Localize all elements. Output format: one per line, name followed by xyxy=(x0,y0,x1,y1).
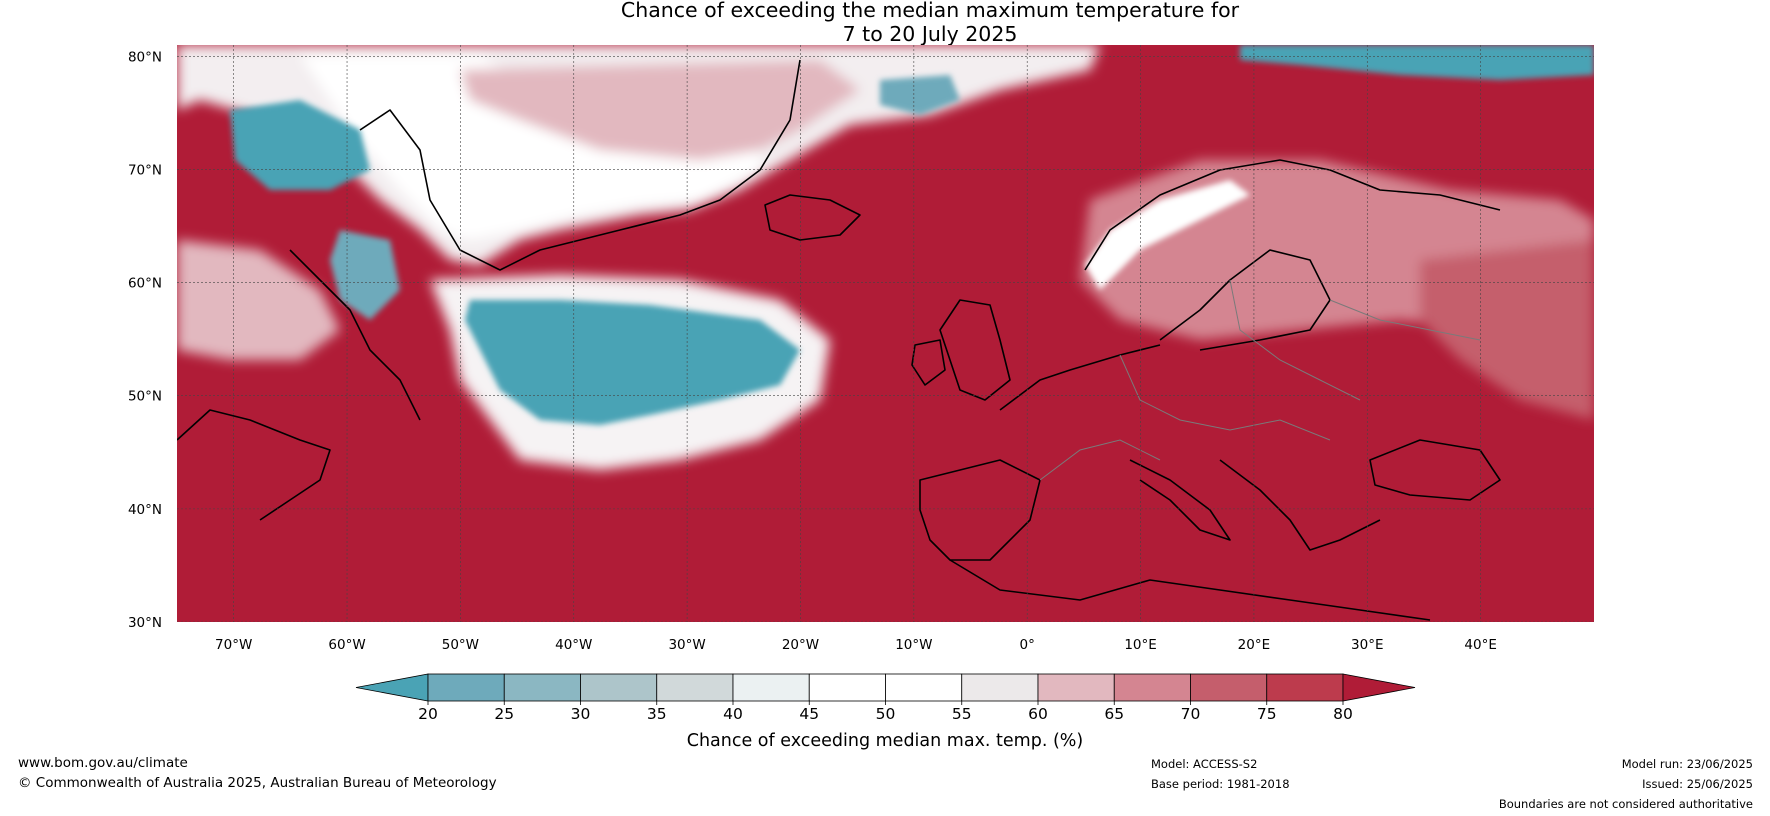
lon-tick-label: 40°W xyxy=(555,637,592,653)
coastline-britain xyxy=(939,299,1011,401)
lon-tick-label: 40°E xyxy=(1464,637,1496,653)
lon-tick-label: 10°E xyxy=(1124,637,1156,653)
colorbar-segment xyxy=(961,673,1039,702)
colorbar-segment xyxy=(1113,673,1191,702)
coastline-italy xyxy=(1129,459,1231,541)
lat-tick-label: 40°N xyxy=(128,502,162,518)
lon-tick-label: 70°W xyxy=(215,637,252,653)
region-atlantic-cool xyxy=(465,300,800,425)
colorbar-tick-label: 45 xyxy=(799,705,819,723)
colorbar-tick-label: 60 xyxy=(1028,705,1048,723)
colorbar-segment xyxy=(1266,673,1344,702)
region-greenland-white xyxy=(300,55,760,240)
map-area xyxy=(177,45,1594,622)
coastline-black-sea xyxy=(1369,439,1501,501)
colorbar-extend-low xyxy=(355,673,429,702)
lon-tick-label: 60°W xyxy=(328,637,365,653)
border-path xyxy=(1039,439,1161,481)
coastline-baltic xyxy=(1159,249,1331,351)
lon-tick-label: 50°W xyxy=(442,637,479,653)
colorbar-extend-high xyxy=(1342,673,1416,702)
footer-website: www.bom.gov.au/climate xyxy=(18,755,188,771)
colorbar-segment xyxy=(885,673,963,702)
colorbar-tick-label: 30 xyxy=(571,705,591,723)
border-path xyxy=(1329,299,1481,341)
lat-tick-label: 70°N xyxy=(128,162,162,178)
coastline-europe-west xyxy=(999,344,1161,411)
country-borders xyxy=(1039,279,1481,481)
lon-tick-label: 20°E xyxy=(1238,637,1270,653)
region-svalbard-cool xyxy=(880,75,960,115)
coastline-iberia xyxy=(919,459,1041,561)
coastline-greenland xyxy=(359,59,801,271)
colorbar-label: Chance of exceeding median max. temp. (%… xyxy=(687,731,1084,751)
graticule xyxy=(177,45,1594,622)
lon-tick-label: 10°W xyxy=(895,637,932,653)
coastline-labrador xyxy=(289,249,421,421)
colorbar: 20 25 30 35 40 45 50 55 60 65 70 75 80 xyxy=(355,673,1416,723)
colorbar-segment xyxy=(580,673,658,702)
coastline-ireland xyxy=(911,339,946,386)
border-path xyxy=(1119,354,1331,441)
coastline-norway xyxy=(1084,159,1501,271)
lat-tick-label: 60°N xyxy=(128,276,162,292)
colorbar-segment xyxy=(503,673,581,702)
colorbar-segment xyxy=(427,673,505,702)
lat-tick-label: 50°N xyxy=(128,389,162,405)
colorbar-tick-label: 80 xyxy=(1333,705,1353,723)
colorbar-segment xyxy=(1037,673,1115,702)
colorbar-segment xyxy=(1190,673,1268,702)
colorbar-tick-label: 25 xyxy=(494,705,514,723)
map-title: Chance of exceeding the median maximum t… xyxy=(0,0,1770,46)
colorbar-tick-label: 75 xyxy=(1257,705,1277,723)
region-east-europe-pink xyxy=(1420,240,1594,420)
footer-model: Model: ACCESS-S2 xyxy=(1151,757,1258,771)
lon-tick-label: 0° xyxy=(1020,637,1035,653)
colorbar-tick-label: 20 xyxy=(418,705,438,723)
colorbar-segment xyxy=(732,673,810,702)
footer-issued: Issued: 25/06/2025 xyxy=(1642,777,1753,791)
footer-copyright: © Commonwealth of Australia 2025, Austra… xyxy=(18,775,497,791)
title-line-2: 7 to 20 July 2025 xyxy=(842,22,1018,46)
longitude-labels: 70°W 60°W 50°W 40°W 30°W 20°W 10°W 0° 10°E 20°E 30… xyxy=(215,637,1497,653)
latitude-labels: 80°N 70°N 60°N 50°N 40°N 30°N xyxy=(128,49,162,631)
coastlines xyxy=(177,59,1501,621)
region-labrador-cool xyxy=(330,230,400,320)
colorbar-tick-label: 65 xyxy=(1104,705,1124,723)
colorbar-tick-label: 55 xyxy=(952,705,972,723)
colorbar-tick-label: 70 xyxy=(1181,705,1201,723)
coastline-iceland xyxy=(764,194,861,241)
colorbar-segment xyxy=(808,673,886,702)
lon-tick-label: 20°W xyxy=(782,637,819,653)
coastline-north-america xyxy=(177,409,331,521)
coastline-balkans xyxy=(1219,459,1381,551)
lon-tick-label: 30°W xyxy=(668,637,705,653)
region-arctic-cool xyxy=(1240,45,1594,80)
colorbar-tick-label: 40 xyxy=(723,705,743,723)
footer-disclaimer: Boundaries are not considered authoritat… xyxy=(1498,797,1753,811)
footer-model-run: Model run: 23/06/2025 xyxy=(1621,757,1753,771)
colorbar-segment xyxy=(656,673,734,702)
region-canada-pale xyxy=(177,240,340,360)
footer-base-period: Base period: 1981-2018 xyxy=(1151,777,1290,791)
region-baffin-cool xyxy=(230,100,370,190)
region-norway-white xyxy=(1085,180,1250,290)
lat-tick-label: 30°N xyxy=(128,615,162,631)
lon-tick-label: 30°E xyxy=(1351,637,1383,653)
region-greenland-pink xyxy=(460,60,860,160)
colorbar-tick-label: 50 xyxy=(876,705,896,723)
colorbar-tick-label: 35 xyxy=(647,705,667,723)
border-path xyxy=(1229,279,1361,401)
title-line-1: Chance of exceeding the median maximum t… xyxy=(620,0,1240,22)
coastline-mediterranean xyxy=(949,559,1431,621)
lat-tick-label: 80°N xyxy=(128,49,162,65)
